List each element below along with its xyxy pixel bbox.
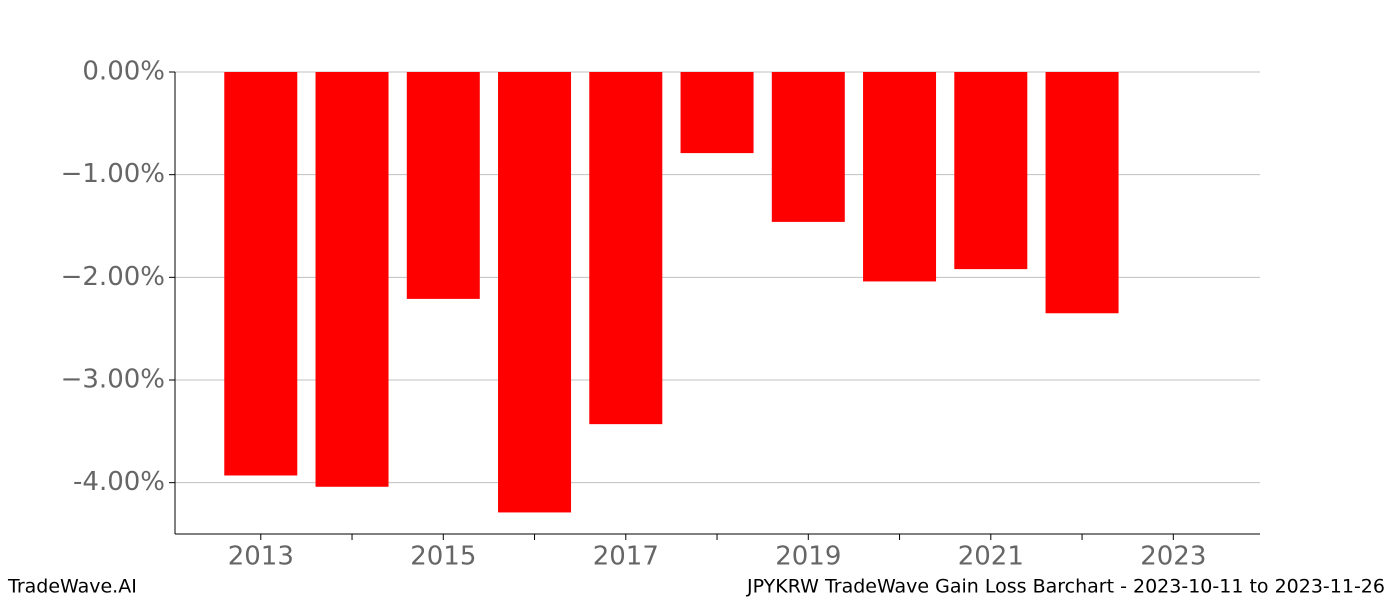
x-tick-label: 2023 xyxy=(1140,542,1206,572)
bar xyxy=(1045,72,1119,314)
bar xyxy=(771,72,845,222)
footer-right: JPYKRW TradeWave Gain Loss Barchart - 20… xyxy=(746,576,1385,598)
bar xyxy=(863,72,937,282)
x-tick-label: 2019 xyxy=(775,542,841,572)
x-tick-label: 2013 xyxy=(228,542,294,572)
x-tick-label: 2017 xyxy=(593,542,659,572)
bar xyxy=(224,72,298,476)
x-tick-label: 2021 xyxy=(958,542,1024,572)
y-tick-label: −3.00% xyxy=(61,365,165,395)
bar xyxy=(406,72,480,299)
bar xyxy=(589,72,663,425)
x-tick-label: 2015 xyxy=(410,542,476,572)
y-tick-label: 0.00% xyxy=(82,57,165,87)
bar xyxy=(315,72,389,487)
bar xyxy=(680,72,754,154)
y-tick-label: −1.00% xyxy=(61,159,165,189)
footer-left: TradeWave.AI xyxy=(7,576,137,598)
y-tick-label: −2.00% xyxy=(61,262,165,292)
bar xyxy=(498,72,572,513)
y-tick-label: -4.00% xyxy=(73,467,165,497)
bar xyxy=(954,72,1028,270)
